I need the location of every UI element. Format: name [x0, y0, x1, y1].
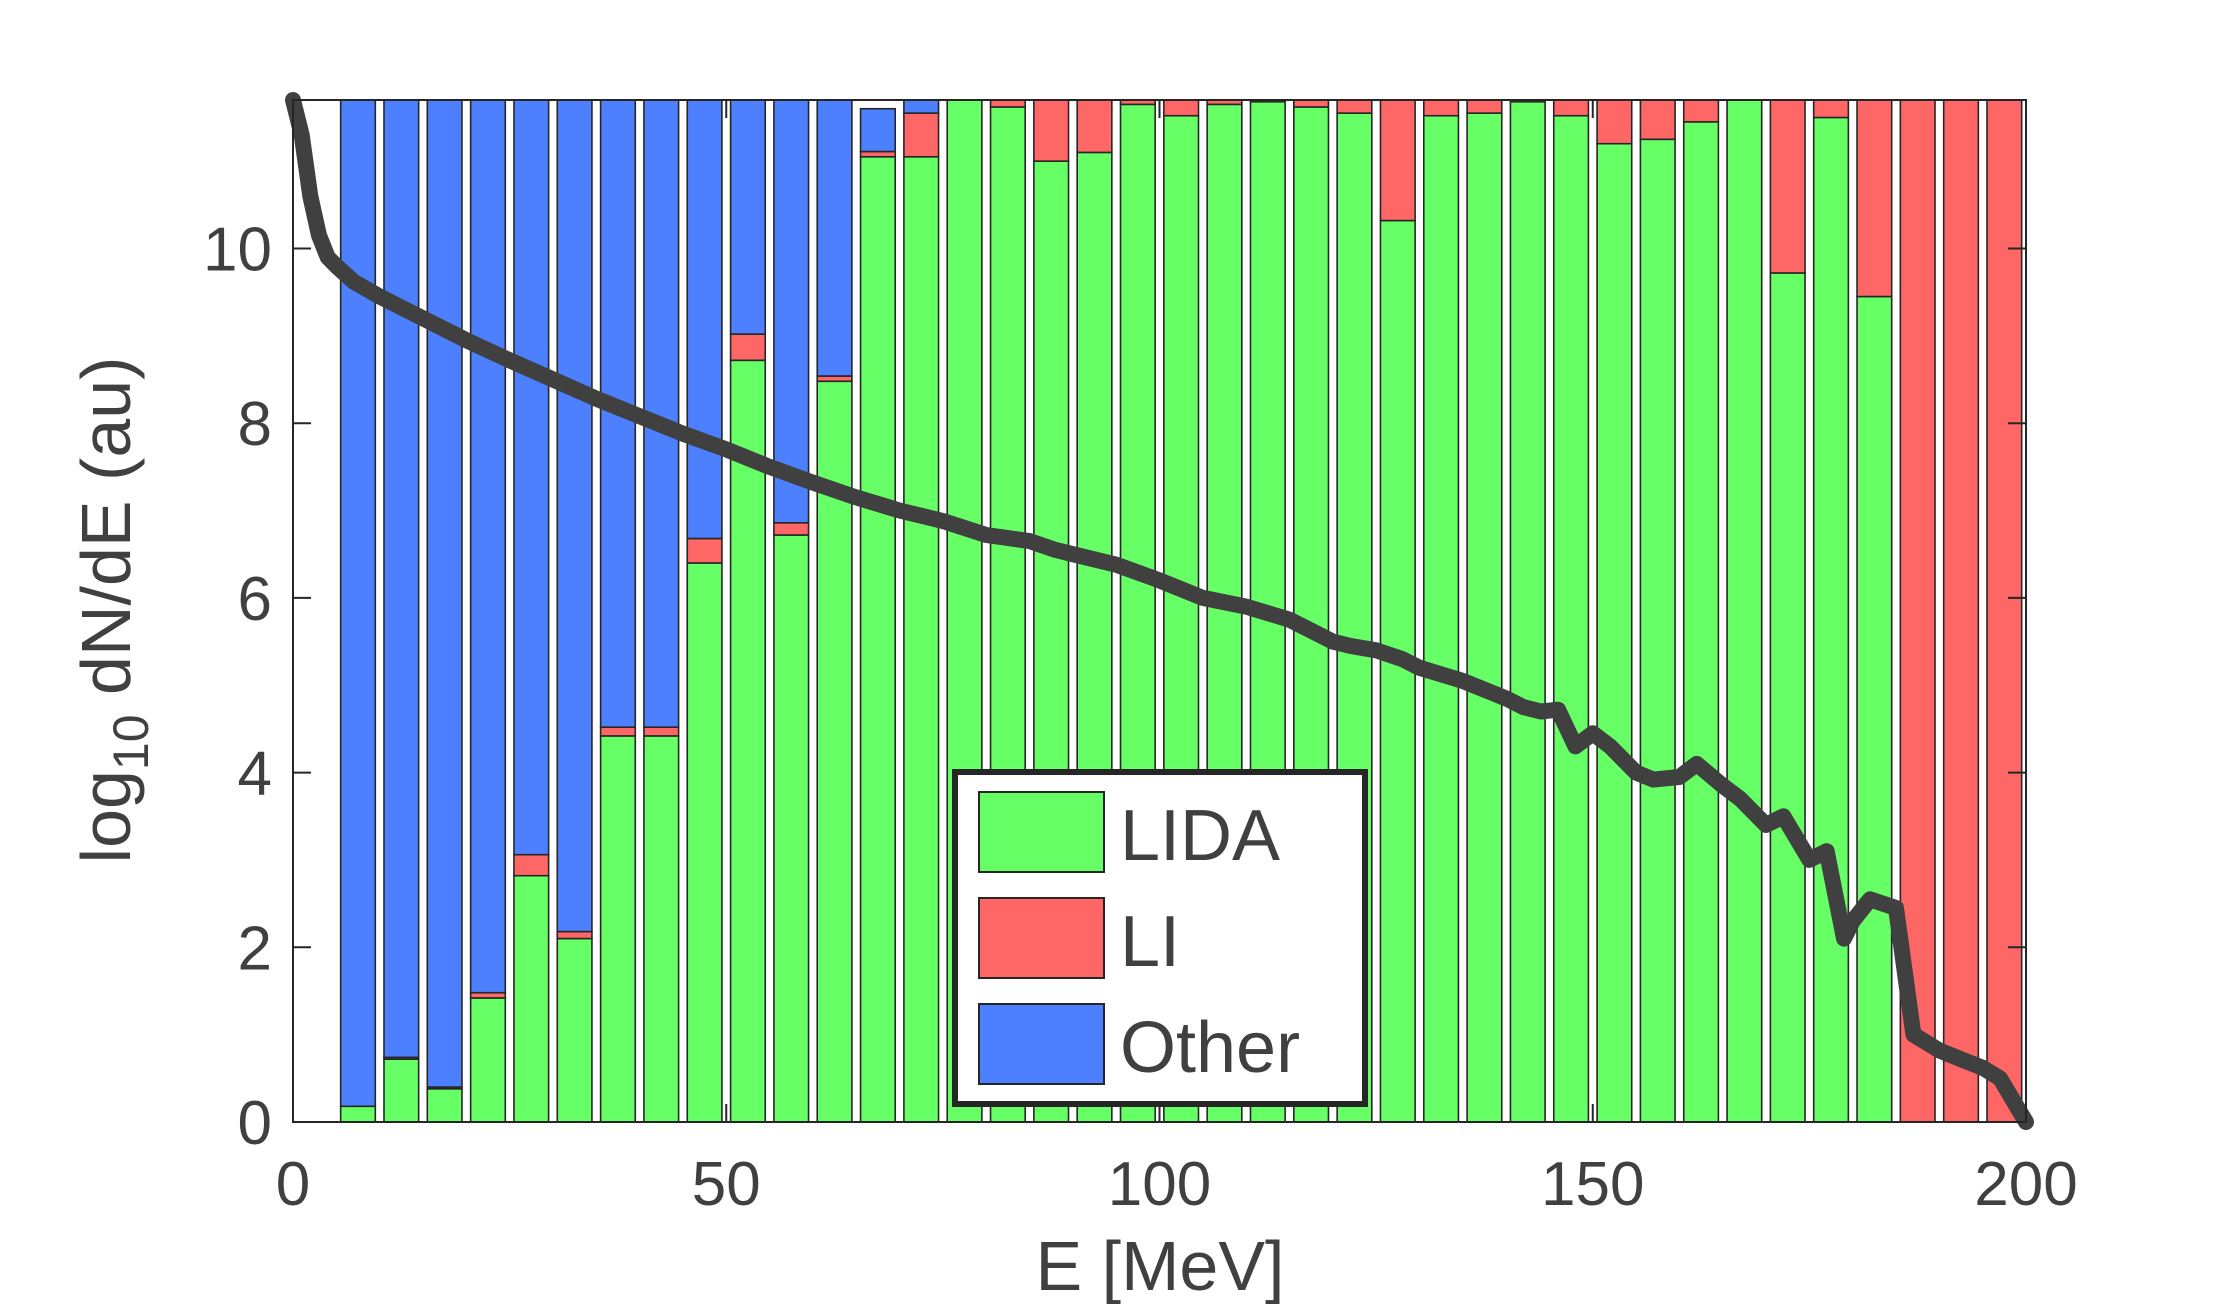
- bar-li-192.5: [1942, 99, 1980, 1123]
- bar-lida-32.5: [556, 937, 593, 1123]
- bar-lida-67.5: [859, 155, 897, 1123]
- x-axis-label: E [MeV]: [1036, 1227, 1285, 1304]
- bar-li-127.5: [1379, 99, 1416, 222]
- y-tick-label-4: 4: [238, 740, 272, 809]
- bar-li-82.5: [989, 99, 1026, 108]
- bar-lida-137.5: [1466, 112, 1503, 1123]
- bar-li-102.5: [1163, 99, 1200, 117]
- y-tick-label-6: 6: [238, 565, 272, 634]
- y-axis-label-main: log: [67, 770, 145, 863]
- x-tick-label-200: 200: [1974, 1150, 2077, 1219]
- bar-lida-22.5: [469, 997, 507, 1123]
- bar-other-57.5: [773, 99, 810, 524]
- bar-lida-17.5: [426, 1088, 463, 1123]
- x-tick-label-50: 50: [692, 1150, 761, 1219]
- bar-lida-152.5: [1596, 142, 1633, 1123]
- tick-labels-group: 0 50 100 150 200 0 2 4 6 8 10: [203, 215, 2078, 1219]
- bar-li-87.5: [1033, 99, 1070, 162]
- bar-li-47.5: [686, 537, 723, 564]
- bar-other-17.5: [426, 99, 463, 1088]
- y-tick-label-10: 10: [203, 215, 272, 284]
- bar-other-22.5: [469, 99, 507, 994]
- bar-lida-52.5: [729, 359, 767, 1123]
- bar-li-147.5: [1552, 99, 1590, 117]
- y-axis-label-rest: dN/dE (au): [67, 357, 145, 715]
- ticks-group: [292, 100, 2027, 1123]
- bar-other-27.5: [513, 99, 550, 856]
- bar-lida-182.5: [1856, 295, 1893, 1123]
- bar-lida-142.5: [1509, 100, 1546, 1123]
- bar-other-12.5: [383, 99, 420, 1059]
- bar-other-72.5: [903, 99, 940, 114]
- legend-swatch-lida: [978, 791, 1105, 873]
- legend-swatch-other: [978, 1003, 1105, 1085]
- bar-lida-37.5: [599, 735, 637, 1123]
- bar-li-122.5: [1336, 99, 1373, 114]
- bar-li-52.5: [729, 333, 767, 362]
- bar-li-117.5: [1293, 99, 1330, 108]
- legend-label-li: LI: [1120, 902, 1180, 982]
- bar-lida-132.5: [1422, 114, 1460, 1123]
- bar-lida-162.5: [1682, 121, 1720, 1123]
- bar-li-157.5: [1639, 99, 1676, 141]
- bar-other-62.5: [816, 99, 853, 377]
- bar-li-137.5: [1466, 99, 1503, 114]
- legend-label-lida: LIDA: [1120, 796, 1280, 876]
- bar-li-92.5: [1076, 99, 1113, 154]
- x-tick-label-150: 150: [1541, 1150, 1644, 1219]
- x-tick-label-0: 0: [276, 1150, 310, 1219]
- bar-lida-47.5: [686, 562, 723, 1123]
- bar-li-72.5: [903, 112, 940, 158]
- bar-other-47.5: [686, 99, 723, 540]
- bar-lida-42.5: [643, 735, 680, 1123]
- bar-li-177.5: [1812, 99, 1850, 119]
- bar-lida-167.5: [1726, 99, 1763, 1123]
- bar-lida-157.5: [1639, 138, 1676, 1123]
- spectrum-curve: [285, 92, 2034, 1130]
- bar-li-182.5: [1856, 99, 1893, 298]
- bar-li-57.5: [773, 521, 810, 536]
- legend-label-other: Other: [1120, 1008, 1300, 1088]
- bar-lida-57.5: [773, 534, 810, 1123]
- bar-li-197.5: [1986, 99, 2023, 1123]
- y-tick-label-8: 8: [238, 390, 272, 459]
- bar-lida-27.5: [513, 874, 550, 1123]
- bar-lida-7.5: [339, 1105, 377, 1123]
- bar-li-32.5: [556, 930, 593, 940]
- bar-other-32.5: [556, 99, 593, 933]
- bar-lida-72.5: [903, 155, 940, 1123]
- bar-li-132.5: [1422, 99, 1460, 117]
- y-axis-label: log10 dN/dE (au): [67, 357, 159, 864]
- bar-li-162.5: [1682, 99, 1720, 123]
- bar-lida-147.5: [1552, 114, 1590, 1123]
- bar-other-7.5: [339, 99, 377, 1108]
- bar-li-37.5: [599, 726, 637, 737]
- y-tick-label-0: 0: [238, 1089, 272, 1158]
- bar-lida-172.5: [1769, 272, 1806, 1123]
- y-tick-label-2: 2: [238, 914, 272, 983]
- bar-li-152.5: [1596, 99, 1633, 145]
- y-axis-label-subscript: 10: [103, 714, 159, 770]
- x-tick-label-100: 100: [1108, 1150, 1211, 1219]
- bar-li-172.5: [1769, 99, 1806, 274]
- bar-other-67.5: [859, 107, 897, 153]
- bar-lida-12.5: [383, 1058, 420, 1123]
- bar-li-42.5: [643, 726, 680, 737]
- spectrum-curve-group: [285, 92, 2034, 1130]
- bar-li-27.5: [513, 853, 550, 877]
- bar-other-52.5: [729, 99, 767, 335]
- bar-lida-62.5: [816, 380, 853, 1123]
- legend: LIDA LI Other: [952, 769, 1368, 1107]
- bar-lida-177.5: [1812, 116, 1850, 1123]
- legend-swatch-li: [978, 897, 1105, 979]
